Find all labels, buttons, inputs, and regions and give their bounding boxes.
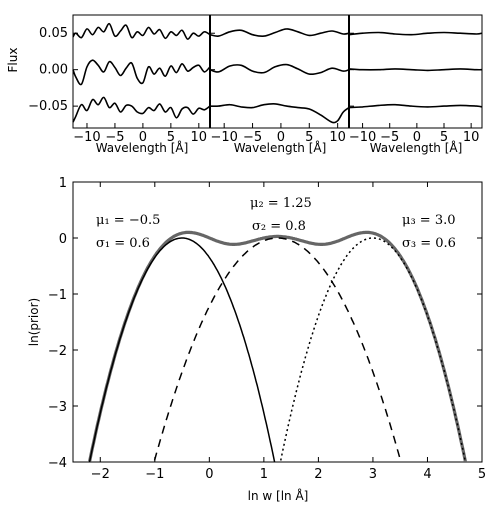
prior-curves: [87, 230, 468, 462]
annotation-sigma-3: σ₃ = 0.6: [402, 236, 456, 251]
top-xtick-label: 10: [191, 130, 208, 145]
top-spectra-panels: Flux Wavelength [Å] Wavelength [Å] Wavel…: [6, 14, 483, 155]
prior-xtick-label: 4: [423, 467, 431, 482]
top-panel-frame-3: [348, 14, 483, 129]
top-xtick-label: 0: [139, 130, 147, 145]
top-xtick-label: 0: [413, 130, 421, 145]
prior-xtick-label: 0: [205, 467, 213, 482]
prior-xtick-label: 3: [369, 467, 377, 482]
spectrum-line: [72, 22, 211, 40]
top-xtick-label: 0: [277, 130, 285, 145]
prior-panel-frame: [72, 181, 483, 463]
top-xlabel-1: Wavelength [Å]: [96, 140, 189, 155]
annotation-mu-2: μ₂ = 1.25: [250, 196, 312, 211]
prior-ytick-label: −2: [48, 344, 67, 359]
top-xtick-label: −10: [73, 130, 100, 145]
top-ytick-label: 0.05: [39, 26, 68, 41]
top-xtick-label: 10: [463, 130, 480, 145]
spectrum-line: [209, 28, 350, 37]
prior-panel: ln(prior) ln w [ln Å] −2 −1 0 1 2 3 4 5 1 0 −1 −2 −3…: [27, 176, 486, 503]
spectrum-line: [348, 68, 483, 72]
prior-component-curve-3: [279, 237, 467, 462]
top-xtick-label: −5: [105, 130, 124, 145]
prior-component-curve-2: [153, 237, 402, 462]
top-xtick-label: −10: [210, 130, 237, 145]
prior-ytick-label: −1: [48, 288, 67, 303]
prior-xlabel: ln w [ln Å]: [248, 488, 309, 503]
top-xlabel-2: Wavelength [Å]: [234, 140, 327, 155]
spectrum-line: [209, 103, 350, 124]
top-spectra-lines: [72, 22, 483, 124]
top-ytick-label: 0.00: [39, 63, 68, 78]
top-xtick-label: 5: [440, 130, 448, 145]
top-ytick-label: −0.05: [28, 99, 68, 114]
prior-ytick-label: −3: [48, 400, 67, 415]
annotation-mu-3: μ₃ = 3.0: [402, 213, 456, 228]
top-ylabel: Flux: [6, 48, 20, 73]
prior-ticks: −2 −1 0 1 2 3 4 5 1 0 −1 −2 −3 −4: [48, 176, 486, 482]
prior-component-curve-1: [88, 237, 276, 462]
spectrum-line: [72, 96, 211, 123]
top-xtick-label: 10: [329, 130, 346, 145]
spectrum-line: [348, 31, 483, 36]
annotation-mu-1: μ₁ = −0.5: [96, 213, 160, 228]
spectrum-line: [72, 59, 211, 86]
prior-xtick-label: −2: [91, 467, 110, 482]
top-xtick-label: −5: [380, 130, 399, 145]
spectrum-line: [209, 63, 350, 76]
prior-xtick-label: −1: [145, 467, 164, 482]
prior-envelope-curve: [87, 230, 468, 462]
prior-ytick-label: −4: [48, 456, 67, 471]
prior-ylabel: ln(prior): [27, 298, 41, 346]
top-xtick-label: −5: [243, 130, 262, 145]
prior-xtick-label: 5: [478, 467, 486, 482]
spectrum-line: [348, 103, 483, 109]
top-xtick-label: 5: [167, 130, 175, 145]
prior-ytick-label: 0: [59, 232, 67, 247]
top-xlabel-3: Wavelength [Å]: [370, 140, 463, 155]
top-ticks: 0.050.00−0.05−10 −5 0 5 10 −10 −5 0 5 10 −10 −5 0 5 10: [28, 26, 479, 145]
prior-ytick-label: 1: [59, 176, 67, 191]
annotation-sigma-1: σ₁ = 0.6: [96, 236, 150, 251]
top-xtick-label: 5: [305, 130, 313, 145]
prior-xtick-label: 2: [314, 467, 322, 482]
prior-xtick-label: 1: [260, 467, 268, 482]
annotation-sigma-2: σ₂ = 0.8: [252, 219, 306, 234]
top-xtick-label: −10: [349, 130, 376, 145]
